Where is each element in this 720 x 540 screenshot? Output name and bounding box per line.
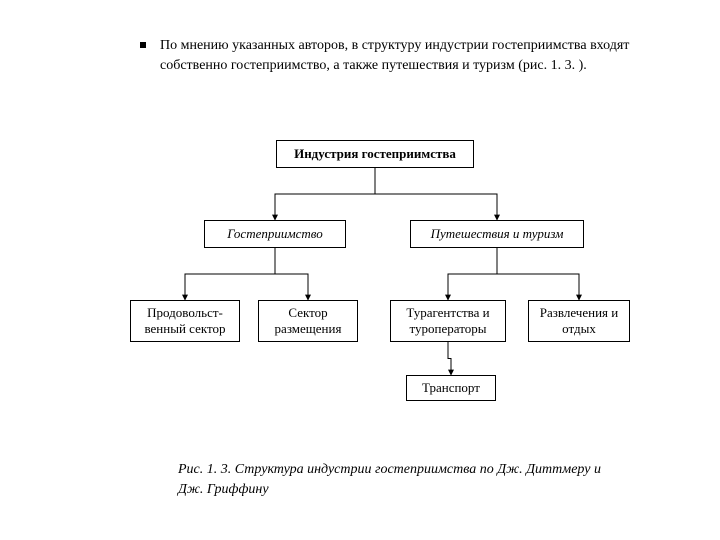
bullet [140, 42, 146, 48]
node-agencies-operators: Турагентства и туроператоры [390, 300, 506, 342]
node-travel-tourism-label: Путешествия и туризм [431, 226, 564, 242]
node-accommodation-label: Сектор размещения [263, 305, 353, 337]
figure-caption: Рис. 1. 3. Структура индустрии гостеприи… [178, 460, 618, 499]
node-agencies-operators-label: Турагентства и туроператоры [395, 305, 501, 337]
node-transport: Транспорт [406, 375, 496, 401]
node-entertainment: Развлечения и отдых [528, 300, 630, 342]
node-hospitality: Гостеприимство [204, 220, 346, 248]
node-root-label: Индустрия гостеприимства [294, 146, 456, 162]
node-hospitality-label: Гостеприимство [227, 226, 323, 242]
node-travel-tourism: Путешествия и туризм [410, 220, 584, 248]
node-accommodation: Сектор размещения [258, 300, 358, 342]
node-food-sector-label: Продовольст-венный сектор [135, 305, 235, 337]
node-food-sector: Продовольст-венный сектор [130, 300, 240, 342]
node-root: Индустрия гостеприимства [276, 140, 474, 168]
page: По мнению указанных авторов, в структуру… [0, 0, 720, 540]
diagram-edges [0, 0, 720, 540]
node-transport-label: Транспорт [422, 380, 480, 396]
intro-paragraph: По мнению указанных авторов, в структуру… [160, 36, 630, 75]
node-entertainment-label: Развлечения и отдых [533, 305, 625, 337]
